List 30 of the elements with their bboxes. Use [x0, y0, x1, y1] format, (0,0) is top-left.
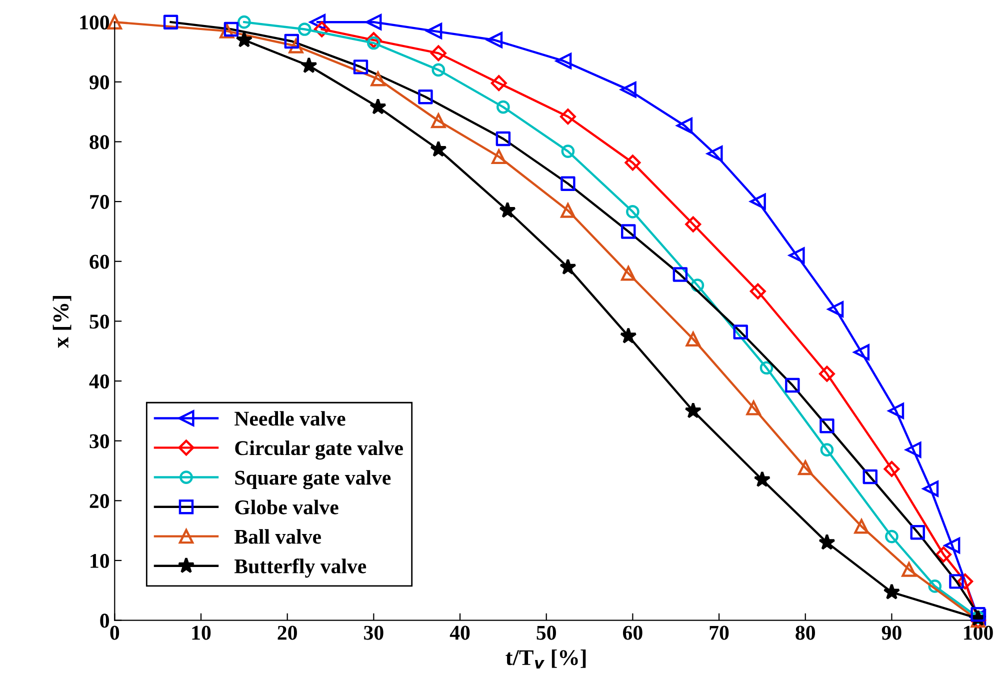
legend-label: Ball valve: [234, 529, 321, 544]
legend-label: Needle valve: [234, 411, 346, 426]
x-tick-label: 80: [796, 626, 815, 640]
y-tick-label: 70: [90, 194, 109, 209]
x-tick-label: 60: [622, 626, 642, 640]
y-tick-label: 30: [90, 434, 109, 448]
x-tick-label: 50: [536, 626, 556, 640]
y-tick-label: 0: [100, 614, 109, 628]
x-tick-label: 10: [192, 626, 211, 640]
legend-label: Square gate valve: [235, 470, 391, 490]
x-tick-label: 70: [710, 626, 729, 640]
legend-label: Butterfly valve: [234, 558, 366, 578]
y-tick-label: 10: [90, 554, 109, 568]
y-tick-label: 50: [90, 314, 109, 329]
x-tick-label: 20: [278, 626, 297, 640]
y-tick-label: 20: [90, 494, 109, 508]
x-tick-label: 90: [882, 626, 902, 640]
y-tick-label: 80: [90, 135, 109, 150]
x-tick-label: 0: [110, 626, 120, 640]
y-tick-label: 40: [89, 374, 109, 388]
legend-label: Globe valve: [235, 500, 338, 514]
y-tick-label: 90: [90, 75, 109, 90]
legend-label: Circular gate valve: [235, 440, 403, 460]
y-axis-title: x [%]: [52, 296, 72, 348]
y-tick-label: 60: [90, 254, 109, 269]
y-tick-label: 100: [80, 15, 109, 30]
x-tick-label: 40: [450, 626, 470, 640]
x-tick-label: 100: [964, 626, 993, 640]
x-axis-title: t/T$_{v}$ [%]: [506, 649, 586, 669]
x-tick-label: 30: [364, 626, 384, 640]
